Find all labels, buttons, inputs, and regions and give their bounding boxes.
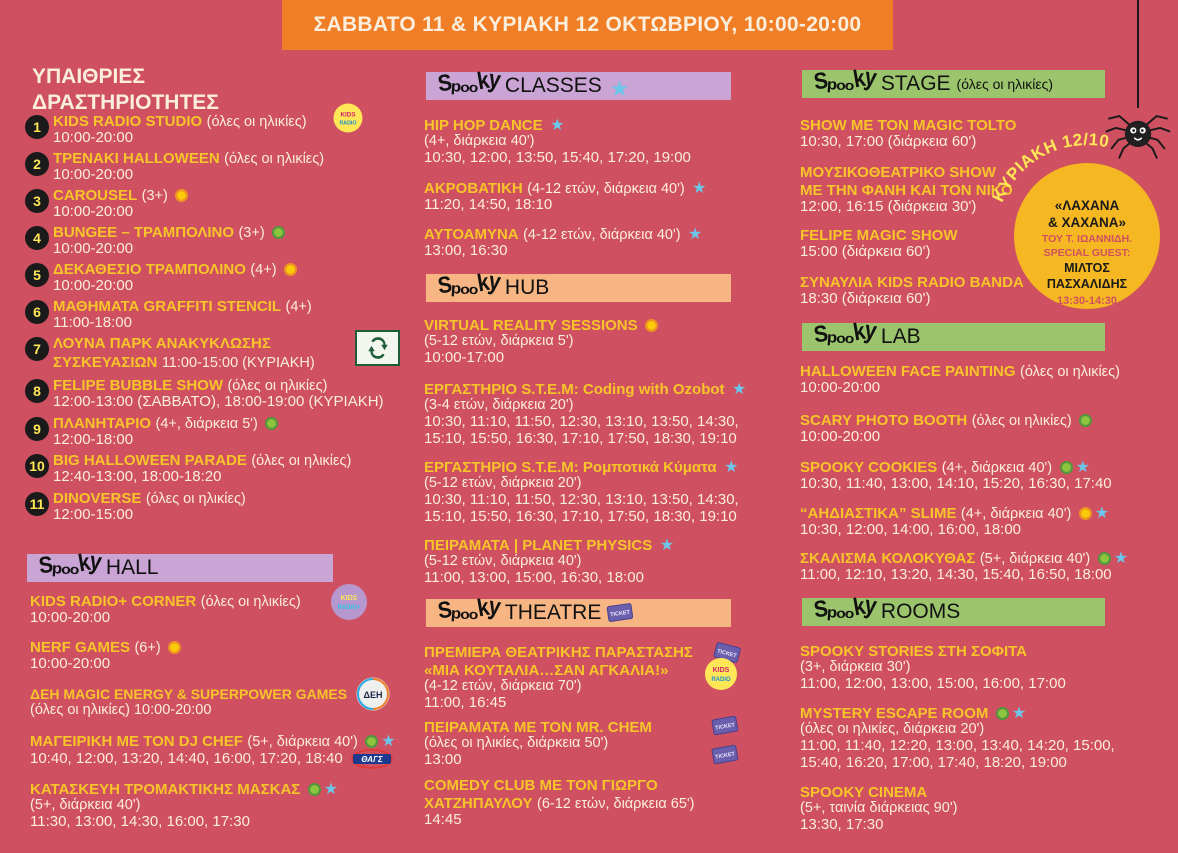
svg-text:ΤΟΥ Τ. ΙΩΑΝΝΙΔΗ.: ΤΟΥ Τ. ΙΩΑΝΝΙΔΗ. bbox=[1042, 233, 1132, 245]
svg-text:13:30-14:30: 13:30-14:30 bbox=[1057, 295, 1117, 307]
svg-text:RADIO: RADIO bbox=[339, 121, 356, 127]
svg-text:& ΧΑΧΑΝΑ»: & ΧΑΧΑΝΑ» bbox=[1048, 215, 1126, 230]
svg-text:KIDS: KIDS bbox=[713, 667, 730, 674]
svg-text:KIDS: KIDS bbox=[340, 112, 355, 119]
svg-text:SPECIAL GUEST:: SPECIAL GUEST: bbox=[1044, 247, 1131, 259]
svg-text:RADIO: RADIO bbox=[711, 677, 731, 683]
svg-text:KIDS: KIDS bbox=[341, 595, 358, 602]
svg-text:RADIO+: RADIO+ bbox=[338, 605, 361, 611]
svg-text:ΔΕΗ: ΔΕΗ bbox=[364, 690, 383, 700]
svg-text:ΠΑΣΧΑΛΙΔΗΣ: ΠΑΣΧΑΛΙΔΗΣ bbox=[1047, 277, 1128, 291]
svg-text:ΜΙΛΤΟΣ: ΜΙΛΤΟΣ bbox=[1064, 261, 1110, 275]
svg-text:ΘΑΓΣ: ΘΑΓΣ bbox=[361, 755, 383, 764]
svg-text:«ΛΑΧΑΝΑ: «ΛΑΧΑΝΑ bbox=[1055, 198, 1120, 213]
